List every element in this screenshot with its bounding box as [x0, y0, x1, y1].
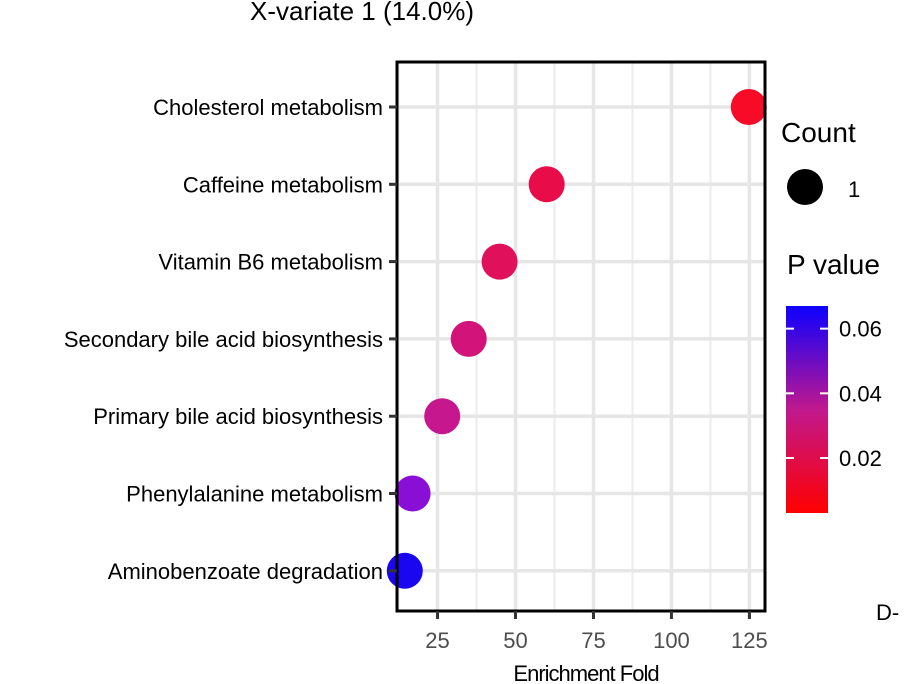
y-tick-label: Cholesterol metabolism [153, 95, 383, 120]
legend-count-label: 1 [848, 177, 860, 202]
gridlines [397, 62, 765, 611]
colorbar-tick-label: 0.06 [839, 317, 882, 342]
data-point [481, 243, 518, 280]
x-tick-label: 100 [653, 628, 690, 653]
x-tick-label: 50 [503, 628, 527, 653]
colorbar-tick-label: 0.04 [839, 381, 882, 406]
y-tick-label: Caffeine metabolism [183, 172, 383, 197]
y-tick-label: Phenylalanine metabolism [126, 482, 383, 507]
data-point [394, 475, 431, 512]
data-point [450, 320, 487, 357]
x-tick-label: 25 [425, 628, 449, 653]
legend-pvalue-title: P value [787, 249, 880, 280]
legend-colorbar [786, 306, 828, 513]
legend-colorbar-ticks: 0.02 0.04 0.06 [786, 317, 882, 471]
chart-title: X-variate 1 (14.0%) [250, 0, 474, 26]
y-axis: Cholesterol metabolism Caffeine metabolis… [64, 95, 397, 584]
y-tick-label: Aminobenzoate degradation [108, 559, 383, 584]
x-tick-label: 125 [731, 628, 768, 653]
colorbar-tick-label: 0.02 [839, 446, 882, 471]
data-point [528, 166, 565, 203]
legend-count-title: Count [781, 117, 856, 148]
x-axis-label: Enrichment Fold [513, 661, 658, 684]
data-point [424, 398, 461, 435]
panel-label: D- [876, 600, 899, 625]
x-tick-label: 75 [581, 628, 605, 653]
data-point [730, 89, 767, 125]
plot-border [395, 60, 767, 613]
legend-count-dot [787, 169, 823, 205]
y-tick-label: Secondary bile acid biosynthesis [64, 327, 383, 352]
x-axis: 25 50 75 100 125 [425, 611, 768, 653]
y-tick-label: Primary bile acid biosynthesis [93, 404, 383, 429]
y-tick-label: Vitamin B6 metabolism [158, 250, 383, 275]
